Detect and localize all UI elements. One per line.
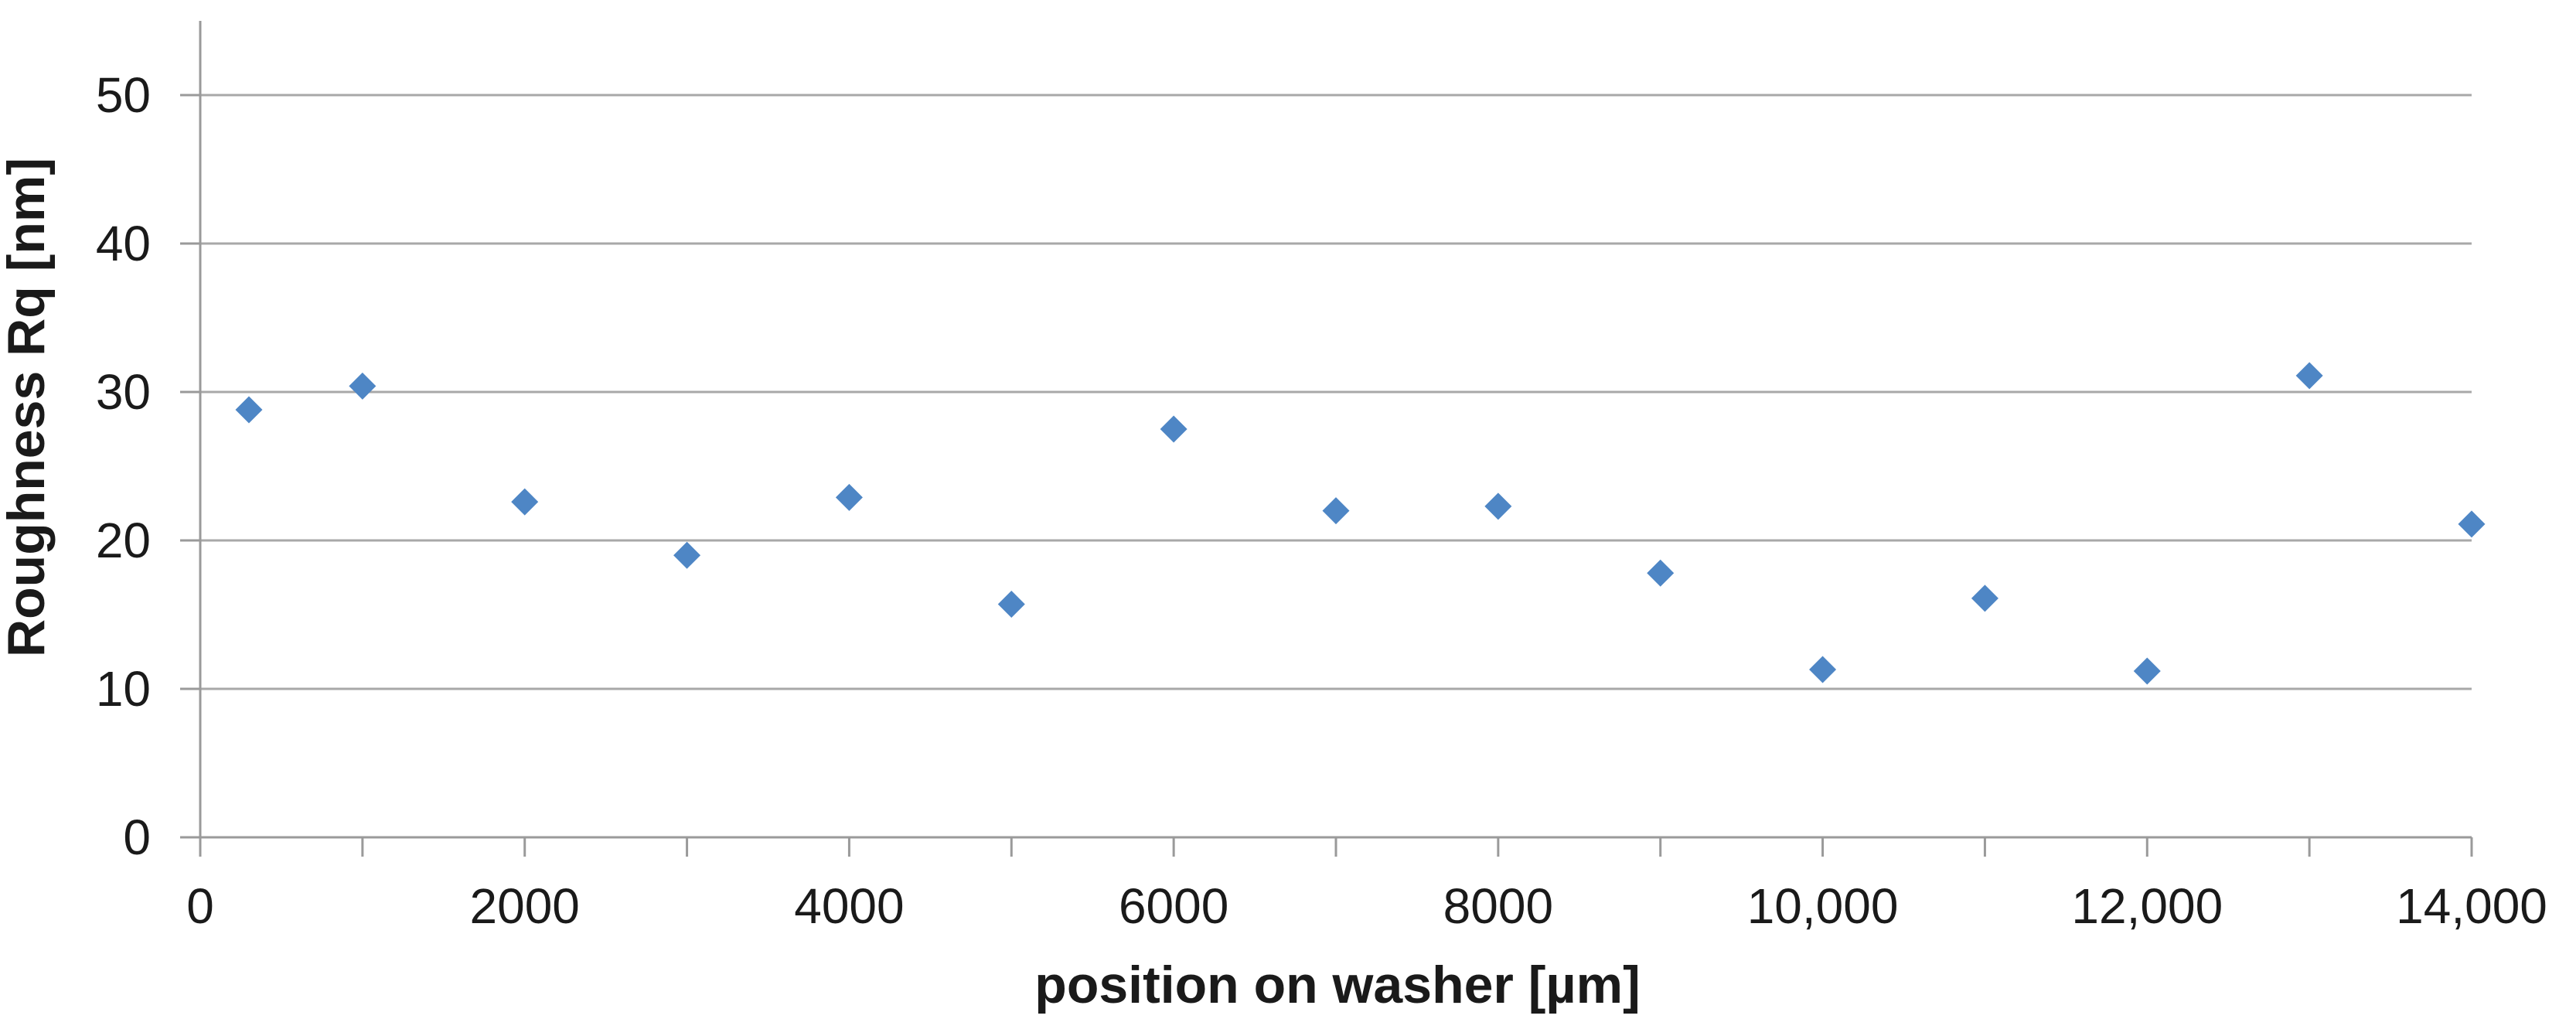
data-point	[349, 372, 377, 400]
data-point	[235, 396, 263, 424]
x-tick-label: 6000	[1119, 878, 1228, 934]
y-axis-title: Roughness Rq [nm]	[0, 158, 56, 657]
axes	[199, 21, 2472, 839]
x-tick-label: 14,000	[2396, 878, 2547, 934]
y-tick-label: 50	[96, 67, 151, 123]
tick-marks	[180, 94, 2473, 857]
data-point	[1322, 497, 1350, 525]
data-point	[2133, 657, 2161, 685]
y-tick-label: 30	[96, 364, 151, 420]
data-point	[2295, 362, 2323, 390]
y-tick-label: 10	[96, 661, 151, 717]
x-tick-label: 10,000	[1747, 878, 1899, 934]
y-tick-label: 40	[96, 216, 151, 271]
data-point	[835, 483, 863, 511]
y-tick-label: 20	[96, 513, 151, 568]
data-points	[235, 362, 2486, 685]
data-point	[2458, 510, 2486, 538]
data-point	[997, 591, 1025, 619]
x-axis-title: position on washer [µm]	[1034, 956, 1640, 1014]
x-tick-label: 2000	[470, 878, 580, 934]
x-tick-label: 12,000	[2071, 878, 2223, 934]
data-point	[1971, 584, 1998, 612]
data-point	[511, 488, 539, 516]
data-point	[673, 541, 701, 569]
x-tick-label: 0	[186, 878, 214, 934]
x-tick-label: 8000	[1443, 878, 1553, 934]
gridlines	[200, 94, 2472, 690]
data-point	[1160, 415, 1187, 443]
data-point	[1484, 492, 1512, 520]
x-tick-label: 4000	[794, 878, 904, 934]
y-tick-label: 0	[123, 809, 151, 865]
tick-labels: 0 2000 4000 6000 8000 10,000 12,000 14,000 0 10 20…	[96, 67, 2547, 934]
data-point	[1809, 656, 1837, 683]
data-point	[1647, 559, 1675, 587]
